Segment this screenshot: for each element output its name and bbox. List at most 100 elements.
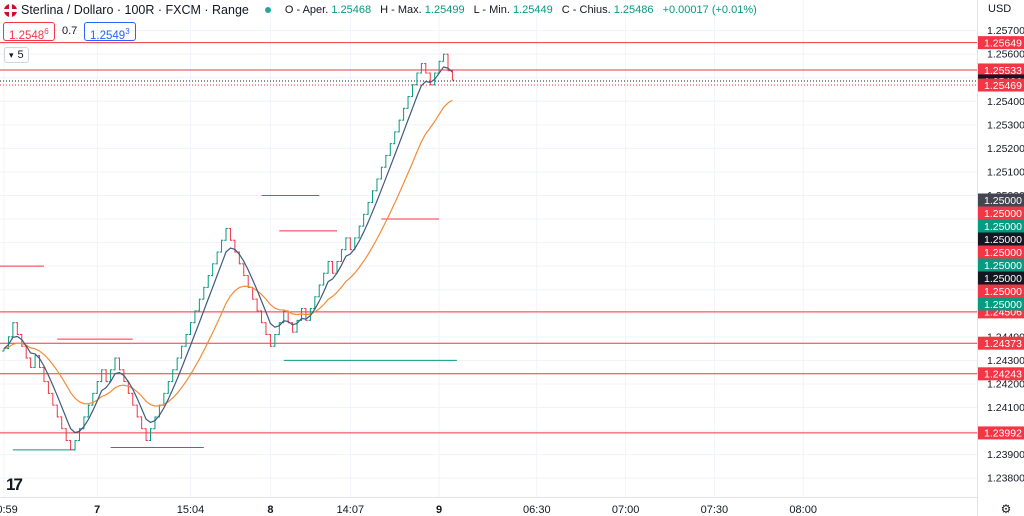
ohlc-bar [348, 237, 353, 251]
gbp-flag-icon [4, 3, 17, 17]
slow-moving-average-line [3, 99, 453, 407]
ohlc-bar [295, 319, 299, 333]
y-tick-label: 1.24100 [987, 402, 1024, 414]
price-level-label: 1.25469 [984, 80, 1022, 92]
price-level-label-bg [978, 78, 1024, 92]
x-tick-label: 7 [94, 504, 100, 516]
x-tick-label: 9 [436, 504, 442, 516]
ohlc-bar [219, 239, 224, 253]
ohlc-bar [68, 439, 73, 451]
ohlc-bar [46, 381, 51, 394]
ohlc-bar [210, 263, 215, 277]
stacked-price-label: 1.25000 [984, 286, 1022, 298]
ohlc-bar [397, 119, 401, 133]
ohlc-bar [51, 392, 55, 406]
moving-averages [3, 66, 453, 434]
ohlc-bar [228, 227, 233, 241]
ohlc-bar [375, 178, 379, 192]
stacked-price-label-bg [978, 232, 1024, 246]
buy-button[interactable]: 1.25493 [84, 22, 136, 42]
stacked-price-label-bg [978, 219, 1024, 233]
chart-header: Sterlina / Dollaro · 100R · FXCM · Range… [0, 0, 763, 20]
stacked-price-label: 1.25000 [984, 273, 1022, 285]
ohlc-bar [357, 225, 361, 239]
ohlc-bar [202, 286, 206, 300]
ohlc-bar [233, 239, 237, 253]
price-level-label-bg [978, 36, 1024, 50]
ohlc-bar [419, 63, 424, 74]
stacked-price-label: 1.25000 [984, 260, 1022, 272]
ohlc-bar [175, 357, 179, 371]
price-level-label-bg [978, 367, 1024, 381]
ohlc-bar [77, 428, 82, 441]
ohlc-bar [28, 357, 33, 368]
chart-grid [0, 0, 978, 516]
ohlc-bar [330, 260, 335, 274]
ohlc-bar [15, 322, 20, 335]
x-tick-label: 06:30 [523, 504, 551, 516]
chevron-down-icon: ▾ [9, 50, 14, 60]
stacked-price-label-bg [978, 258, 1024, 272]
price-level-label: 1.25533 [984, 65, 1022, 77]
price-level-label: 1.23992 [984, 428, 1022, 440]
ohlc-bar [130, 392, 135, 406]
y-tick-label: 1.23800 [987, 473, 1024, 485]
x-tick-label: 14:07 [337, 504, 365, 516]
ohlc-bar [388, 143, 393, 156]
currency-label: USD [988, 3, 1011, 15]
ohlc-bar [277, 322, 282, 335]
ohlc-bar [215, 251, 219, 265]
x-tick-label: 08:00 [789, 504, 817, 516]
stacked-price-label-bg [978, 284, 1024, 298]
y-tick-label: 1.25200 [987, 143, 1024, 155]
ohlc-bar [113, 357, 117, 371]
ohlc-bar [144, 428, 148, 441]
price-level-label: 1.25649 [984, 37, 1022, 49]
price-axis: USD1.257001.256001.255001.254001.253001.… [978, 0, 1024, 516]
symbol-title[interactable]: Sterlina / Dollaro · 100R · FXCM · Range [21, 3, 249, 17]
ohlc-bar [166, 381, 171, 394]
ohlc-bar [392, 131, 397, 145]
y-tick-label: 1.25400 [987, 96, 1024, 108]
ohlc-bar [255, 298, 259, 312]
x-tick-label: 07:00 [612, 504, 640, 516]
gear-icon[interactable]: ⚙ [1000, 502, 1012, 516]
ohlc-bar [59, 416, 64, 430]
ohlc-bar [415, 72, 419, 86]
ohlc-bar [148, 428, 153, 441]
ohlc-bar [42, 366, 46, 383]
ohlc-bar [188, 322, 193, 335]
ohlc-bar [117, 357, 122, 371]
price-level-label-bg [978, 63, 1024, 77]
y-tick-label: 1.24200 [987, 378, 1024, 390]
ohlc-bar [91, 392, 95, 406]
spread-value: 0.7 [62, 25, 78, 37]
stacked-price-label: 1.25000 [984, 208, 1022, 220]
ohlc-bar [366, 202, 370, 215]
time-axis: 10:59 7 15:04 8 14:07 9 06:30 07:00 07:30 08:00 [0, 504, 817, 516]
ohlc-bar [361, 213, 366, 227]
stacked-price-label-bg [978, 193, 1024, 207]
ohlc-bar [197, 298, 202, 312]
ohlc-legend: O - Aper. 1.25468 H - Max. 1.25499 L - M… [284, 4, 757, 16]
x-tick-label: 10:59 [0, 504, 18, 516]
indicators-toggle[interactable]: ▾ 5 [4, 47, 29, 63]
stacked-price-label: 1.25000 [984, 247, 1022, 259]
ohlc-bar [259, 310, 264, 324]
y-tick-label: 1.25700 [987, 25, 1024, 37]
stacked-price-label: 1.25000 [984, 195, 1022, 207]
ohlc-bar [344, 237, 348, 251]
price-level-label-bg [978, 426, 1024, 440]
ohlc-bar [135, 404, 139, 418]
ohlc-bar [37, 355, 42, 368]
tradingview-logo-icon: 17 [6, 475, 23, 494]
ohlc-bar [139, 416, 144, 430]
stacked-price-label-bg [978, 297, 1024, 311]
ohlc-bar [273, 333, 277, 347]
stacked-price-label: 1.25000 [984, 221, 1022, 233]
sell-button[interactable]: 1.25486 [3, 22, 55, 42]
ohlc-bar [313, 296, 317, 310]
ohlc-bar [11, 322, 15, 338]
ohlc-bar [86, 404, 91, 418]
